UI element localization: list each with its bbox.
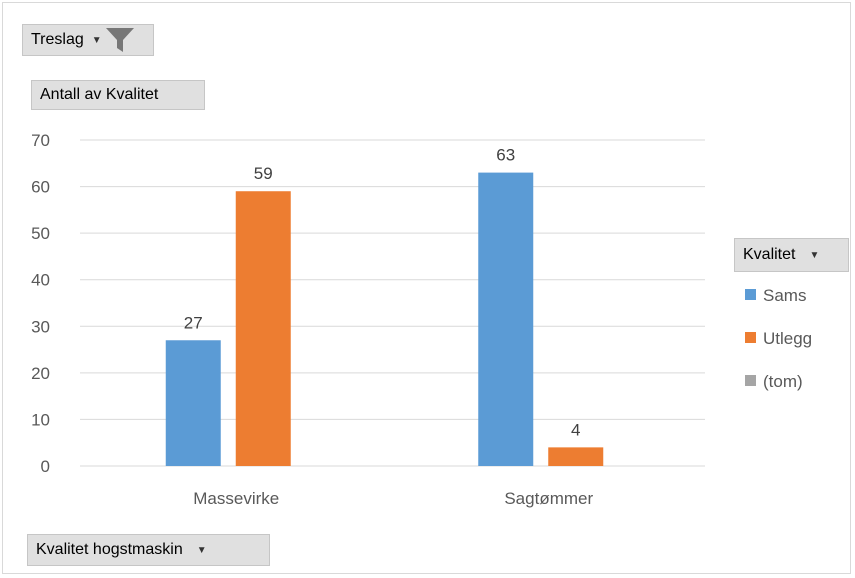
legend-swatch [745,375,756,386]
legend-entry[interactable]: Sams [763,286,806,305]
legend-field-label: Kvalitet [743,246,796,263]
bar-sams[interactable] [165,340,221,466]
data-label: 4 [571,420,580,439]
data-label: 63 [496,146,515,165]
value-field-button[interactable]: Antall av Kvalitet [31,80,205,110]
axis-field-button[interactable]: Kvalitet hogstmaskin ▼ [27,534,270,566]
y-tick-label: 0 [41,457,50,476]
y-tick-label: 30 [31,317,50,336]
legend-swatch [745,332,756,343]
axis-field-label: Kvalitet hogstmaskin [36,541,183,558]
bar-sams[interactable] [478,172,534,466]
y-tick-label: 50 [31,224,50,243]
data-label: 59 [254,164,273,183]
legend-entry[interactable]: Utlegg [763,329,812,348]
x-category-label: Sagtømmer [504,489,593,508]
legend-entry[interactable]: (tom) [763,372,803,391]
bar-utlegg[interactable] [235,191,291,466]
y-tick-label: 40 [31,271,50,290]
data-label: 27 [184,313,203,332]
y-tick-label: 20 [31,364,50,383]
legend-swatch [745,289,756,300]
value-field-label: Antall av Kvalitet [40,86,159,103]
filter-field-label: Treslag [31,31,84,48]
y-tick-label: 70 [31,131,50,150]
dropdown-arrow-icon: ▼ [809,249,820,261]
dropdown-arrow-icon: ▼ [196,544,207,556]
x-category-label: Massevirke [193,489,279,508]
y-tick-label: 10 [31,410,50,429]
filter-field-button[interactable]: Treslag ▼ [22,24,154,56]
dropdown-arrow-icon: ▼ [91,34,102,46]
legend-field-button[interactable]: Kvalitet ▼ [734,238,849,272]
filter-funnel-icon [104,26,136,54]
y-tick-label: 60 [31,178,50,197]
bar-utlegg[interactable] [548,447,604,466]
